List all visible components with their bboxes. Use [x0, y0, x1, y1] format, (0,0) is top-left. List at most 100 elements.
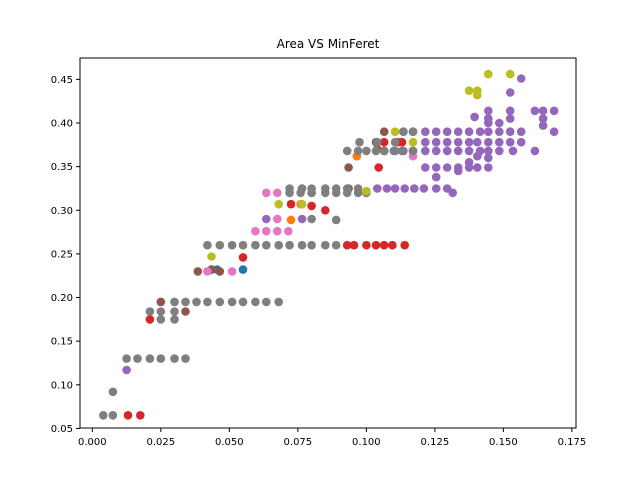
data-point	[379, 146, 389, 156]
y-tick-label: 0.45	[51, 75, 73, 86]
data-point	[307, 214, 316, 224]
data-point	[473, 151, 482, 161]
data-point	[495, 137, 504, 147]
data-point	[464, 146, 474, 156]
x-tick-label: 0.025	[147, 437, 176, 448]
x-tick-label: 0.125	[421, 437, 450, 448]
data-point	[122, 354, 131, 363]
data-point	[238, 240, 248, 250]
data-point	[431, 146, 441, 156]
data-point	[203, 297, 212, 307]
data-point	[238, 297, 248, 307]
data-point	[353, 184, 363, 193]
chart-title: Area VS MinFeret	[277, 37, 380, 51]
data-point	[505, 127, 515, 136]
data-point	[215, 297, 225, 307]
data-point	[297, 184, 307, 193]
data-point	[464, 137, 474, 147]
data-point	[284, 226, 293, 236]
data-point	[203, 240, 212, 250]
data-point	[484, 163, 493, 172]
data-point	[410, 184, 419, 193]
data-point	[192, 297, 201, 307]
data-point	[262, 188, 271, 198]
data-point	[286, 215, 296, 225]
data-point	[530, 146, 540, 156]
x-axis: 0.000 0.025 0.050 0.075 0.100 0.125 0.150 0.175	[78, 428, 586, 448]
data-point	[331, 184, 341, 193]
data-point	[408, 137, 418, 147]
data-point	[399, 127, 408, 136]
data-point	[122, 365, 131, 375]
data-point	[505, 114, 515, 123]
data-point	[274, 297, 284, 307]
data-point	[285, 184, 294, 193]
data-point	[508, 146, 518, 156]
data-point	[251, 226, 260, 236]
data-point	[431, 127, 441, 136]
data-point	[274, 240, 284, 250]
data-point	[408, 146, 418, 156]
data-point	[464, 86, 474, 95]
data-point	[453, 127, 463, 136]
data-point	[170, 307, 179, 316]
data-point	[379, 127, 389, 136]
data-point	[262, 297, 271, 307]
data-point	[297, 240, 307, 250]
data-point	[431, 184, 441, 193]
data-point	[108, 411, 118, 420]
data-point	[390, 137, 400, 147]
data-point	[505, 106, 515, 116]
data-point	[516, 137, 526, 147]
data-point	[371, 240, 381, 250]
data-point	[389, 146, 399, 156]
data-point	[390, 127, 400, 136]
data-point	[286, 199, 296, 209]
data-point	[373, 184, 382, 193]
data-point	[145, 354, 155, 363]
data-point	[156, 297, 166, 307]
data-point	[421, 146, 430, 156]
data-point	[181, 354, 190, 363]
data-point	[453, 146, 463, 156]
data-point	[374, 163, 384, 172]
y-tick-label: 0.30	[51, 206, 73, 217]
data-point	[215, 267, 225, 276]
data-point	[262, 240, 271, 250]
data-point	[419, 184, 429, 193]
data-point	[448, 188, 458, 198]
data-point	[203, 267, 212, 276]
data-point	[349, 240, 359, 250]
data-point	[297, 214, 307, 224]
data-point	[538, 114, 548, 123]
data-point	[331, 215, 341, 225]
data-point	[344, 163, 353, 172]
data-point	[538, 121, 548, 130]
data-point	[470, 112, 479, 122]
data-point	[453, 166, 463, 176]
data-point	[390, 184, 400, 193]
data-point	[431, 172, 441, 182]
data-point	[156, 307, 166, 316]
data-point	[442, 137, 452, 147]
data-point	[505, 69, 515, 79]
data-point	[516, 127, 526, 136]
data-point	[99, 411, 108, 420]
data-point	[408, 127, 418, 136]
data-point	[193, 267, 203, 276]
data-point	[321, 206, 330, 215]
y-axis: 0.05 0.10 0.15 0.20 0.25 0.30 0.35 0.40 0.45	[51, 75, 80, 435]
data-point	[516, 74, 526, 83]
data-point	[473, 137, 482, 147]
data-point	[321, 240, 330, 250]
data-point	[484, 106, 493, 116]
data-point	[400, 184, 410, 193]
data-point	[262, 214, 271, 224]
data-point	[484, 69, 493, 79]
data-point	[495, 127, 504, 136]
data-point	[215, 240, 225, 250]
data-point	[321, 184, 330, 193]
data-point	[421, 137, 430, 147]
data-point	[442, 146, 452, 156]
data-point	[453, 137, 463, 147]
